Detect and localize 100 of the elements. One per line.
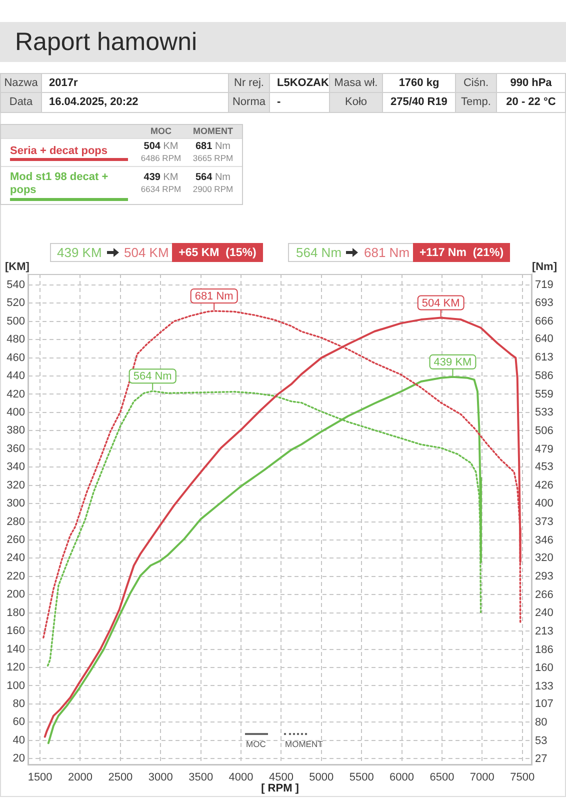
y2-tick-label: 719 <box>535 278 554 291</box>
text: Mod st1 98 decat + pops <box>10 171 110 198</box>
y2-tick-label: 426 <box>535 480 554 492</box>
data-label: 439 KM <box>434 356 472 368</box>
y-tick-label: 440 <box>6 370 25 382</box>
y2-tick-label: 586 <box>535 370 554 382</box>
y2-tick-label: 266 <box>535 589 554 602</box>
y2-tick-label: 293 <box>535 570 554 583</box>
y-tick-label: 300 <box>6 498 25 510</box>
y-tick-label: 200 <box>6 588 25 601</box>
y2-tick-label: 613 <box>535 352 554 364</box>
x-tick-label: 2000 <box>68 772 92 784</box>
x-tick-label: 1500 <box>28 772 52 784</box>
y2-tick-label: 107 <box>535 698 554 710</box>
x-tick-label: 7000 <box>470 772 494 784</box>
y-tick-label: 360 <box>6 442 25 455</box>
x-tick-label: 5000 <box>309 772 334 784</box>
text: Ciśn. <box>456 73 497 93</box>
x-tick-label: 7500 <box>510 772 535 784</box>
y2-tick-label: 693 <box>535 296 554 309</box>
y2-tick-label: 666 <box>535 315 554 328</box>
text: 20 - 22 °C <box>497 93 566 113</box>
y2-tick-label: 506 <box>535 424 554 437</box>
text: 2017r <box>42 73 229 93</box>
y-tick-label: 280 <box>6 516 25 528</box>
y-axis-title: [KM] <box>5 261 30 273</box>
x-tick-label: 3500 <box>188 772 214 784</box>
annotation: MOMENT <box>285 739 323 749</box>
x-tick-label: 6000 <box>390 772 414 784</box>
y2-tick-label: 133 <box>535 680 554 692</box>
text: +117 Nm (21%) <box>413 243 510 262</box>
y-tick-label: 540 <box>6 278 25 291</box>
y-tick-label: 260 <box>6 534 25 546</box>
y2-tick-label: 559 <box>535 388 554 401</box>
text: Seria + decat pops <box>10 145 109 158</box>
text: 275/40 R19 <box>383 93 456 113</box>
y2-tick-label: 27 <box>535 752 548 765</box>
y-tick-label: 100 <box>6 680 25 692</box>
text: Data <box>0 93 42 113</box>
y2-tick-label: 240 <box>535 607 554 620</box>
x-tick-label: 2500 <box>108 772 133 784</box>
text: 2900 RPM <box>192 184 234 194</box>
text: 681 Nm <box>364 245 410 260</box>
y2-axis-title: [Nm] <box>532 261 557 273</box>
y2-tick-label: 213 <box>535 625 554 638</box>
y2-tick-label: 160 <box>535 662 554 674</box>
x-tick-label: 3000 <box>148 772 173 784</box>
y-tick-label: 140 <box>6 643 25 656</box>
text: 564 Nm <box>296 245 342 260</box>
y-tick-label: 520 <box>6 297 25 310</box>
x-tick-label: 5500 <box>349 772 374 784</box>
x-axis-title: [ RPM ] <box>261 782 300 794</box>
text: 1760 kg <box>383 73 456 93</box>
y-tick-label: 480 <box>6 334 25 346</box>
y-tick-label: 500 <box>6 315 25 328</box>
y2-tick-label: 640 <box>535 333 554 346</box>
y2-tick-label: 186 <box>535 644 554 656</box>
text: Masa wł. <box>330 73 383 93</box>
y-tick-label: 160 <box>6 625 25 638</box>
y-tick-label: 120 <box>6 662 25 674</box>
text: MOMENT <box>193 126 233 136</box>
y2-tick-label: 80 <box>535 716 548 729</box>
text: 504 KM <box>124 245 169 260</box>
text: 6486 RPM <box>140 153 182 164</box>
y-tick-label: 240 <box>6 552 25 564</box>
y-tick-label: 420 <box>6 388 25 400</box>
y-tick-label: 220 <box>6 570 25 582</box>
y-tick-label: 20 <box>12 752 25 765</box>
y2-tick-label: 453 <box>535 461 554 474</box>
data-label: 504 KM <box>422 297 460 310</box>
text: Nazwa <box>0 73 42 93</box>
y2-tick-label: 320 <box>535 552 554 564</box>
chart-title: Raport hamowni <box>15 28 198 56</box>
text: - <box>270 93 330 113</box>
data-label: 564 Nm <box>133 370 172 383</box>
y2-tick-label: 53 <box>535 735 548 748</box>
y2-tick-label: 346 <box>535 534 554 546</box>
text: 439 KM <box>144 172 178 183</box>
y-tick-label: 320 <box>6 479 25 492</box>
x-tick-label: 4500 <box>268 772 294 784</box>
y2-tick-label: 400 <box>535 497 554 510</box>
y2-tick-label: 373 <box>535 516 554 528</box>
text: MOC <box>150 126 172 136</box>
annotation: MOC <box>246 739 266 749</box>
y-tick-label: 400 <box>6 406 25 418</box>
text: 6634 RPM <box>140 184 182 194</box>
text: Koło <box>330 93 383 113</box>
text: 504 KM <box>144 141 178 152</box>
text: Norma <box>229 93 270 113</box>
y-tick-label: 380 <box>6 424 25 437</box>
y-tick-label: 460 <box>6 352 25 364</box>
x-tick-label: 6500 <box>430 772 454 784</box>
y-tick-label: 340 <box>6 461 25 474</box>
text: 16.04.2025, 20:22 <box>42 93 229 113</box>
y-tick-label: 80 <box>12 698 25 710</box>
y2-tick-label: 533 <box>535 406 554 418</box>
text: Temp. <box>456 93 497 113</box>
data-label: 681 Nm <box>194 290 234 303</box>
y-tick-label: 40 <box>12 734 25 746</box>
text: 990 hPa <box>497 73 566 93</box>
